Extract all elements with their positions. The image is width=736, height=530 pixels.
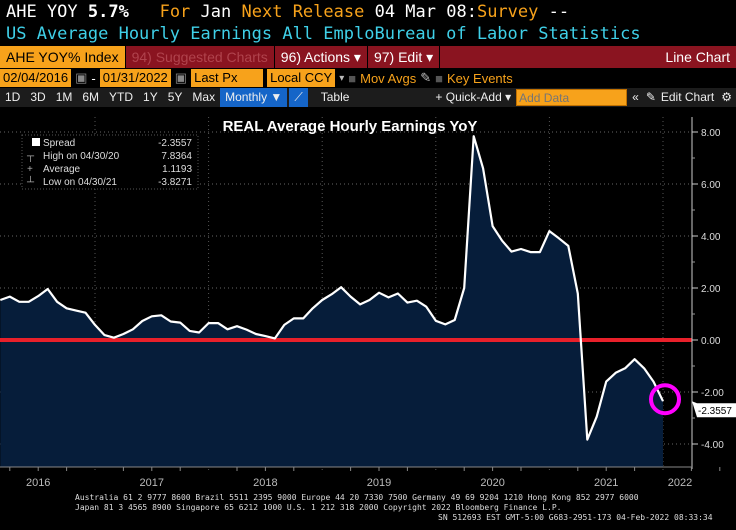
low-icon: ┴ (26, 175, 35, 188)
date-separator: - (91, 70, 96, 86)
legend-label: High on 04/30/20 (43, 151, 120, 162)
footer: Australia 61 2 9777 8600 Brazil 5511 239… (75, 493, 713, 523)
calendar-icon[interactable]: ▣ (75, 70, 88, 85)
y-tick-label: 8.00 (701, 128, 721, 139)
x-tick-label: 2021 (594, 477, 618, 489)
currency-select[interactable]: Local CCY (267, 69, 336, 87)
legend-value: -2.3557 (158, 138, 192, 149)
suggested-charts-button[interactable]: 94) Suggested Charts (126, 46, 275, 68)
main-toolbar: AHE YOY% Index 94) Suggested Charts 96) … (0, 46, 736, 68)
ticker: AHE YOY (6, 2, 78, 22)
description-line: US Average Hourly Earnings All EmploBure… (6, 24, 641, 44)
frequency-select[interactable]: Monthly ▼ (220, 88, 288, 107)
chart-title: REAL Average Hourly Earnings YoY (223, 118, 478, 135)
y-axis-ticks: 8.00 6.00 4.00 2.00 0.00 -2.00 -4.00 (692, 128, 724, 451)
end-date-input[interactable]: 01/31/2022 (99, 69, 171, 87)
footer-line: SN 512693 EST GMT-5:00 G683-2951-173 04-… (438, 513, 713, 522)
chart-type-label: Line Chart (665, 49, 730, 65)
y-tick-label: -2.00 (701, 388, 724, 399)
x-tick-label: 2017 (140, 477, 164, 489)
period-1m[interactable]: 1M (55, 90, 73, 104)
table-button[interactable]: Table (320, 90, 350, 104)
survey-value: -- (548, 2, 570, 22)
actions-menu[interactable]: 96) Actions ▾ (275, 46, 368, 68)
average-icon: + (27, 164, 33, 175)
y-tick-label: 4.00 (701, 232, 721, 243)
security-header: AHE YOY 5.7% For Jan Next Release 04 Mar… (6, 2, 569, 22)
mov-avgs-label: Mov Avgs (360, 70, 417, 86)
gear-icon[interactable]: ⚙ (721, 90, 732, 104)
mov-avgs-checkbox[interactable]: ■ (348, 70, 357, 86)
line-chart-icon[interactable]: ⟋ (289, 88, 308, 107)
collapse-button[interactable]: « (632, 90, 639, 104)
legend-label: Average (43, 164, 81, 175)
legend-value: -3.8271 (158, 177, 192, 188)
for-label: For (159, 2, 191, 22)
x-tick-label: 2018 (253, 477, 277, 489)
source: Bureau of Labor Statistics (374, 24, 641, 44)
spread-swatch (32, 138, 40, 146)
x-tick-label: 2016 (26, 477, 50, 489)
period-3d[interactable]: 3D (30, 90, 46, 104)
line-chart: 8.006.004.002.000.00-2.00-4.00 2016 2017 2… (0, 117, 736, 489)
period-5y[interactable]: 5Y (167, 90, 183, 104)
x-tick-label: 2022 (668, 477, 692, 489)
description: US Average Hourly Earnings All Emplo (6, 24, 375, 44)
quick-add-button[interactable]: + Quick-Add ▾ (435, 90, 512, 104)
pencil-icon[interactable]: ✎ (645, 90, 656, 104)
security-input[interactable]: AHE YOY% Index (0, 46, 126, 68)
legend: ┬ + ┴ Spread -2.3557 High on 04/30/20 7.… (21, 134, 199, 190)
x-axis-ticks: 2016 2017 2018 2019 2020 2021 2022 (0, 466, 721, 489)
period-ytd[interactable]: YTD (109, 90, 134, 104)
pencil-icon[interactable]: ✎ (420, 70, 432, 85)
last-value: 5.7% (87, 2, 129, 22)
legend-value: 1.1193 (162, 164, 192, 175)
y-tick-label: -4.00 (701, 440, 724, 451)
key-events-label: Key Events (447, 70, 513, 86)
next-release-label: Next Release (241, 2, 365, 22)
y-tick-label: 2.00 (701, 284, 721, 295)
legend-label: Low on 04/30/21 (43, 177, 117, 188)
footer-line: Japan 81 3 4565 8900 Singapore 65 6212 1… (75, 503, 562, 512)
legend-label: Spread (43, 138, 75, 149)
survey-label: Survey (476, 2, 539, 22)
last-value-label: -2.3557 (698, 406, 732, 417)
last-value-marker: -2.3557 (692, 401, 736, 418)
high-icon: ┬ (26, 151, 35, 162)
period-bar: 1D 3D 1M 6M YTD 1Y 5Y Max Monthly ▼ ⟋ Ta… (0, 88, 736, 107)
y-tick-label: 6.00 (701, 180, 721, 191)
period-max[interactable]: Max (192, 90, 216, 104)
series-line (0, 135, 664, 441)
series-area (0, 136, 664, 467)
calendar-icon[interactable]: ▣ (174, 70, 188, 85)
period: Jan (200, 2, 232, 22)
range-bar: 02/04/2016 ▣ - 01/31/2022 ▣ Last Px Loca… (0, 68, 736, 88)
edit-menu[interactable]: 97) Edit ▾ (368, 46, 441, 68)
x-tick-label: 2020 (480, 477, 504, 489)
y-tick-label: 0.00 (701, 336, 721, 347)
highlight-circle (649, 383, 681, 416)
key-events-checkbox[interactable]: ■ (435, 70, 444, 86)
edit-chart-button[interactable]: Edit Chart (660, 90, 715, 104)
footer-line: Australia 61 2 9777 8600 Brazil 5511 239… (75, 493, 639, 502)
zero-reference-line (0, 338, 692, 342)
period-1d[interactable]: 1D (5, 90, 21, 104)
x-tick-label: 2019 (367, 477, 391, 489)
next-release: 04 Mar 08: (374, 2, 477, 22)
start-date-input[interactable]: 02/04/2016 (0, 69, 72, 87)
period-1y[interactable]: 1Y (143, 90, 158, 104)
legend-value: 7.8364 (161, 151, 192, 162)
period-6m[interactable]: 6M (82, 90, 100, 104)
chevron-down-icon[interactable]: ▾ (339, 72, 345, 84)
field-select[interactable]: Last Px (191, 69, 264, 87)
add-data-input[interactable] (516, 89, 628, 106)
